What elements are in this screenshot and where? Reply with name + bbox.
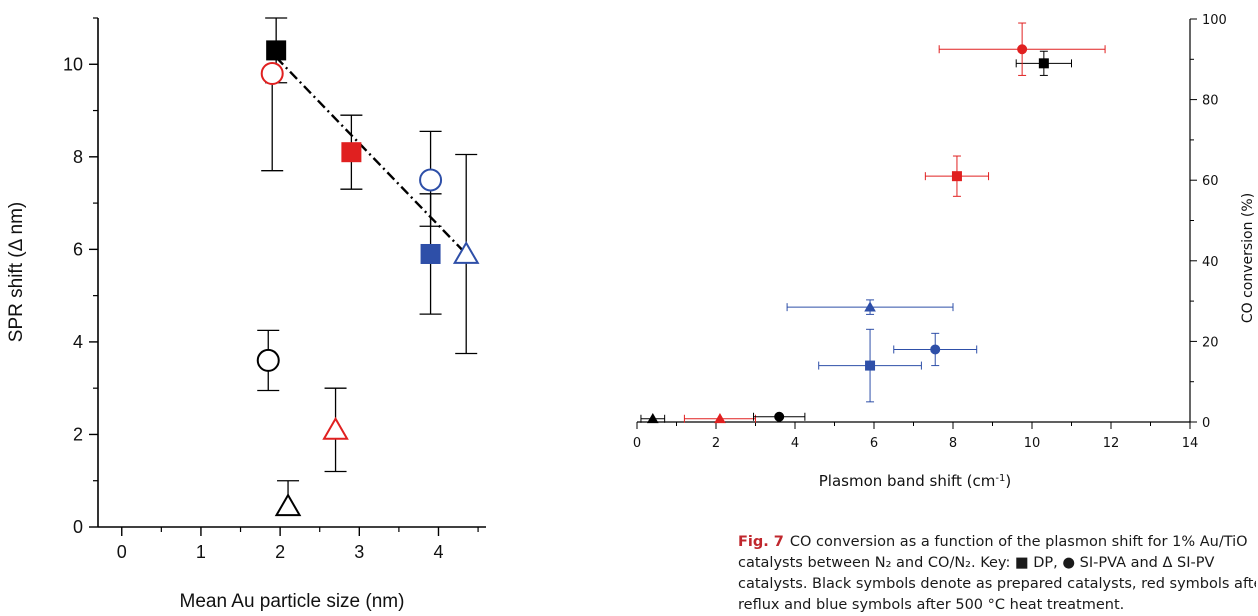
left-circle-marker	[256, 348, 280, 372]
right-x-tick-label: 0	[633, 436, 641, 451]
figure-caption: Fig. 7 CO conversion as a function of the…	[738, 532, 1256, 616]
right-data-point	[786, 299, 954, 315]
caption-label: Fig. 7	[738, 534, 784, 550]
left-trendline	[275, 56, 468, 255]
right-x-tick-label: 10	[1024, 436, 1041, 451]
right-x-tick-label: 12	[1103, 436, 1120, 451]
right-data-point	[893, 332, 978, 367]
right-x-tick-label: 2	[712, 436, 720, 451]
left-y-tick-label: 4	[73, 332, 83, 352]
left-y-axis-title: SPR shift (Δ nm)	[6, 202, 27, 342]
left-data-point	[322, 387, 349, 473]
right-data-point	[640, 413, 666, 424]
right-triangle-marker	[714, 413, 726, 424]
left-data-point	[256, 329, 280, 392]
right-y-tick-label: 80	[1202, 94, 1219, 109]
left-y-tick-label: 10	[63, 54, 83, 74]
right-y-tick-label: 20	[1202, 335, 1219, 350]
caption-line-2: catalysts between N₂ and CO/N₂. Key: ■ D…	[738, 555, 1215, 571]
left-data-point	[452, 153, 480, 355]
right-circle-marker	[774, 411, 785, 422]
right-x-axis-title: Plasmon band shift (cm-1)	[819, 472, 1012, 490]
left-data-point	[419, 193, 442, 315]
left-y-tick-label: 6	[73, 239, 83, 259]
right-y-tick-label: 100	[1202, 13, 1227, 28]
right-data-point	[938, 22, 1106, 76]
right-y-tick-label: 0	[1202, 416, 1210, 431]
left-x-tick-label: 0	[117, 542, 127, 562]
right-triangle-marker	[646, 413, 659, 424]
left-y-tick-label: 2	[73, 424, 83, 444]
right-data-point	[753, 411, 806, 422]
right-square-marker	[951, 171, 962, 182]
caption-line-3: catalysts. Black symbols denote as prepa…	[738, 576, 1256, 592]
right-data-point	[683, 413, 756, 424]
left-data-point	[274, 480, 302, 517]
left-x-tick-label: 1	[196, 542, 206, 562]
left-y-tick-label: 0	[73, 517, 83, 537]
right-x-tick-label: 14	[1182, 436, 1199, 451]
caption-line-1: Fig. 7 CO conversion as a function of the…	[738, 534, 1248, 550]
left-data-point	[340, 114, 363, 190]
right-circle-marker	[1017, 44, 1028, 55]
left-data-point	[260, 62, 284, 172]
right-square-marker	[1038, 58, 1049, 69]
right-x-tick-label: 6	[870, 436, 878, 451]
right-x-tick-label: 8	[949, 436, 957, 451]
left-data-point	[419, 130, 443, 227]
right-data-point	[1015, 50, 1072, 76]
right-data-point	[924, 155, 990, 197]
left-circle-marker	[260, 62, 284, 86]
left-x-tick-label: 3	[354, 542, 364, 562]
left-triangle-marker	[322, 416, 349, 440]
right-x-tick-label: 4	[791, 436, 799, 451]
left-x-axis-title: Mean Au particle size (nm)	[180, 591, 405, 612]
right-square-marker	[865, 360, 876, 371]
right-data-point	[818, 328, 922, 403]
left-x-tick-label: 4	[433, 542, 443, 562]
right-triangle-marker	[864, 301, 876, 312]
right-y-tick-label: 60	[1202, 174, 1219, 189]
left-triangle-marker	[274, 493, 302, 517]
left-triangle-marker	[452, 240, 480, 264]
caption-line-4: reflux and blue symbols after 500 °C hea…	[738, 597, 1125, 613]
right-circle-marker	[930, 344, 941, 355]
left-square-marker	[341, 142, 362, 163]
left-square-marker	[266, 40, 287, 61]
left-circle-marker	[419, 168, 443, 192]
right-y-axis-title: CO conversion (%)	[1240, 193, 1256, 323]
left-y-tick-label: 8	[73, 147, 83, 167]
left-x-tick-label: 2	[275, 542, 285, 562]
right-y-tick-label: 40	[1202, 255, 1219, 270]
left-square-marker	[420, 243, 441, 264]
